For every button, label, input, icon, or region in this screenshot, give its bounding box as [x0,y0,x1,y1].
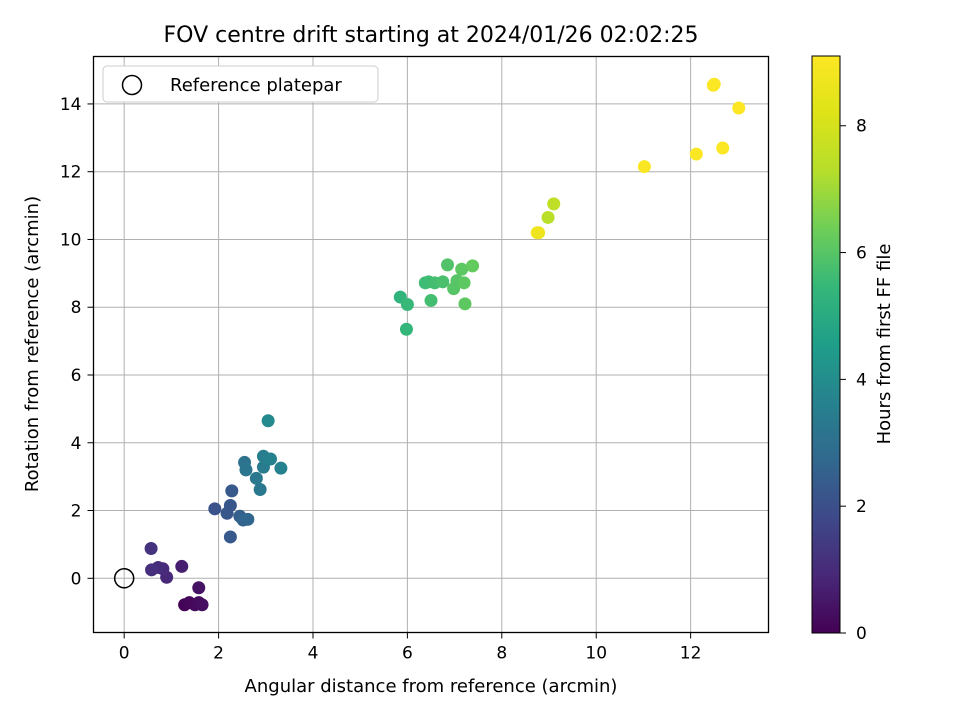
y-axis-ticks: 0 2 4 6 8 10 12 14 [60,95,94,589]
x-tick-label: 2 [213,644,224,664]
reference-marker [113,568,135,589]
chart-title: FOV centre drift starting at 2024/01/26 … [164,23,699,48]
colorbar-tick-label: 0 [856,624,867,644]
data-point [223,498,237,512]
y-tick-label: 8 [71,298,82,318]
data-point [253,483,267,497]
x-axis-label: Angular distance from reference (arcmin) [245,676,618,697]
data-point [541,210,555,224]
data-point [400,298,414,312]
data-point [441,258,455,272]
x-axis-ticks: 0 2 4 6 8 10 12 [119,632,702,664]
data-point [264,452,278,466]
data-point [175,559,189,573]
x-tick-label: 4 [308,644,319,664]
data-point [195,598,209,612]
legend-box [102,65,379,103]
colorbar-tick-label: 6 [856,244,867,264]
data-point [192,581,206,595]
x-tick-label: 10 [585,644,607,664]
data-point [399,322,413,336]
y-tick-label: 0 [71,569,82,589]
x-tick-label: 12 [680,644,702,664]
y-tick-label: 12 [60,163,82,183]
y-tick-label: 4 [71,434,82,454]
colorbar-ticks: 0 2 4 6 8 [840,117,867,644]
data-point [424,293,438,307]
colorbar-tick-label: 8 [856,117,867,137]
data-point [239,463,253,477]
legend: Reference platepar [102,65,379,103]
data-point [716,141,730,155]
legend-marker [121,74,143,96]
grid-lines [93,56,769,633]
colorbar-tick-label: 4 [856,370,867,390]
y-axis-label: Rotation from reference (arcmin) [22,196,43,492]
data-point [732,101,746,115]
data-point [689,147,703,161]
data-point [455,262,469,276]
colorbar-gradient [811,55,841,634]
data-point [261,414,275,428]
colorbar-label: Hours from first FF file [874,244,895,445]
y-tick-label: 2 [71,502,82,522]
data-point [436,275,450,289]
plot-frame [92,55,770,634]
data-point [274,461,288,475]
data-point [532,226,546,240]
data-point [223,530,237,544]
data-point [241,512,255,526]
data-point [144,541,158,555]
x-tick-label: 8 [496,644,507,664]
data-point [707,77,721,91]
data-point [466,259,480,273]
y-tick-label: 10 [60,230,82,250]
y-tick-label: 14 [60,95,82,115]
data-points [144,77,746,612]
data-point [547,197,561,211]
x-tick-label: 6 [402,644,413,664]
data-point [458,297,472,311]
x-tick-label: 0 [119,644,130,664]
colorbar: 0 2 4 6 8 Hours from first FF file [811,55,895,644]
data-point [637,160,651,174]
data-point [208,502,222,516]
colorbar-tick-label: 2 [856,497,867,517]
data-point [225,484,239,498]
data-point [249,471,263,485]
legend-entry: Reference platepar [170,75,342,96]
data-point [145,563,159,577]
y-tick-label: 6 [71,366,82,386]
data-point [457,276,471,290]
